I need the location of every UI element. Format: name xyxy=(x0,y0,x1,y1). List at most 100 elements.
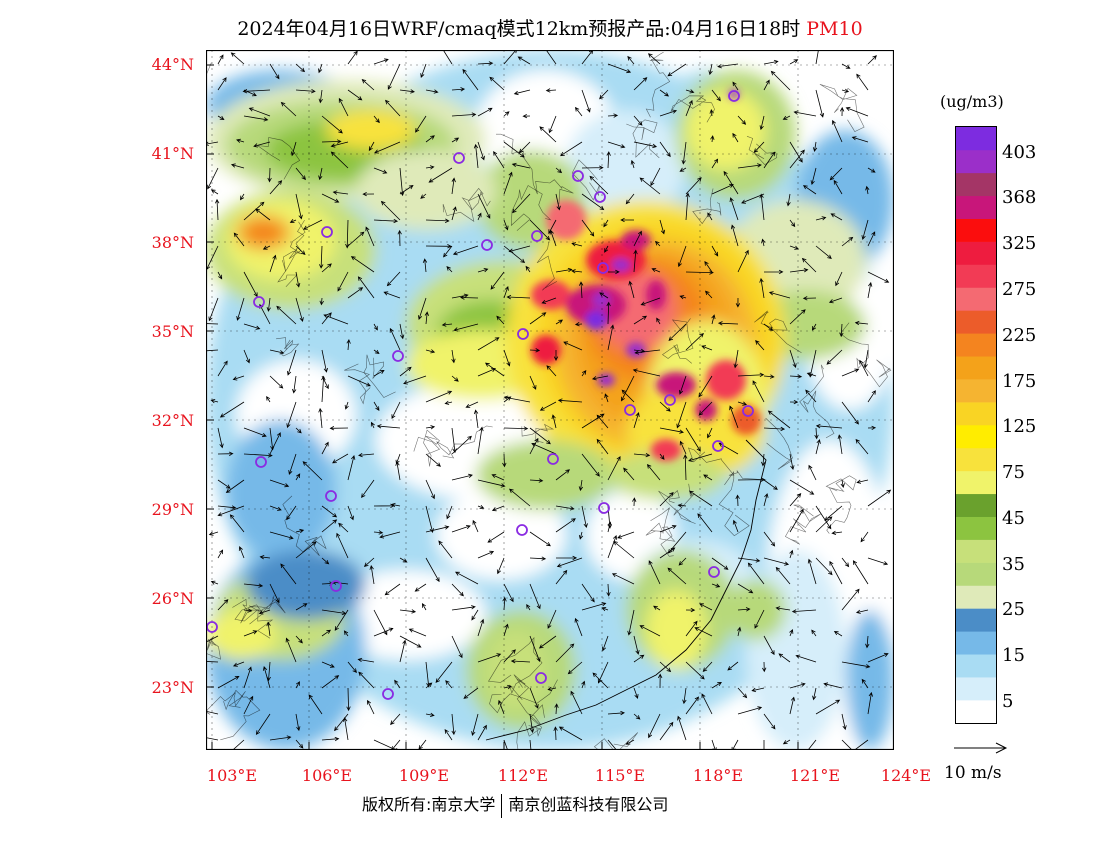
wind-arrow xyxy=(373,627,394,637)
wind-arrow xyxy=(510,659,531,664)
wind-arrow xyxy=(592,672,609,689)
wind-arrow xyxy=(775,566,791,585)
wind-arrow xyxy=(688,490,713,507)
wind-arrow xyxy=(358,452,375,458)
wind-arrow xyxy=(763,374,775,379)
wind-arrow xyxy=(717,63,739,69)
wind-arrow xyxy=(230,739,245,750)
wind-arrow xyxy=(330,141,349,148)
wind-arrow xyxy=(833,179,843,195)
wind-arrow xyxy=(574,322,583,327)
wind-arrow xyxy=(399,609,417,614)
wind-arrow xyxy=(531,442,557,455)
wind-arrow xyxy=(789,59,799,65)
wind-arrow xyxy=(453,323,479,332)
wind-arrow xyxy=(302,461,323,481)
wind-arrow xyxy=(321,193,340,203)
wind-arrow xyxy=(581,583,595,603)
wind-arrow xyxy=(502,453,507,468)
title-text: 2024年04月16日WRF/cmaq模式12km预报产品:04月16日18时 xyxy=(237,18,801,40)
lon-label-112: 112°E xyxy=(497,766,549,785)
wind-arrow xyxy=(387,63,401,90)
wind-arrow xyxy=(763,59,779,65)
wind-arrow xyxy=(438,540,453,559)
wind-arrow xyxy=(295,245,306,256)
wind-arrow xyxy=(295,603,308,611)
wind-arrow xyxy=(555,193,561,211)
lat-label-23: 23°N xyxy=(151,678,194,697)
wind-arrow xyxy=(789,141,803,163)
wind-arrow xyxy=(752,380,765,403)
hotspot xyxy=(651,439,681,461)
legend-swatch xyxy=(956,195,996,219)
wind-arrow xyxy=(815,89,825,118)
province-border xyxy=(718,470,750,537)
wind-arrow xyxy=(727,661,739,671)
wind-arrow xyxy=(547,686,557,692)
wind-arrow xyxy=(775,606,791,611)
wind-arrow xyxy=(512,193,531,214)
wind-arrow xyxy=(807,558,817,585)
wind-arrow xyxy=(853,739,869,750)
wind-arrow xyxy=(754,609,765,629)
concentration-patch xyxy=(356,150,496,230)
wind-arrow xyxy=(403,375,427,385)
wind-arrow xyxy=(678,557,687,566)
wind-arrow xyxy=(376,424,401,429)
wind-arrow xyxy=(753,141,765,153)
wind-arrow xyxy=(425,661,431,688)
wind-arrow xyxy=(477,141,485,161)
pm10-forecast-map xyxy=(206,50,894,750)
province-border xyxy=(754,310,802,354)
province-border xyxy=(206,636,221,660)
wind-arrow xyxy=(420,193,427,199)
wind-arrow xyxy=(425,525,450,533)
wind-arrow xyxy=(617,531,635,539)
wind-arrow xyxy=(578,531,584,540)
wind-arrow xyxy=(286,401,297,429)
wind-arrow xyxy=(503,349,511,367)
wind-arrow xyxy=(654,240,661,247)
wind-arrow xyxy=(373,530,384,535)
wind-arrow xyxy=(789,479,815,495)
wind-arrow xyxy=(477,504,485,509)
wind-arrow xyxy=(685,620,698,637)
city-marker xyxy=(712,440,724,452)
wind-arrow xyxy=(321,312,332,325)
wind-arrow xyxy=(489,76,505,91)
lat-label-26: 26°N xyxy=(151,589,194,608)
wind-arrow xyxy=(679,295,687,300)
wind-arrow xyxy=(424,311,429,325)
wind-arrow xyxy=(639,177,661,195)
province-border xyxy=(692,188,722,225)
wind-arrow xyxy=(632,368,661,377)
wind-arrow xyxy=(711,158,719,169)
wind-arrow xyxy=(841,63,851,69)
wind-arrow xyxy=(513,89,531,96)
wind-arrow xyxy=(815,245,832,259)
wind-arrow xyxy=(604,245,609,253)
wind-arrow xyxy=(763,493,769,507)
province-border xyxy=(516,704,545,750)
wind-arrow xyxy=(230,163,245,169)
wind-arrow xyxy=(648,713,661,739)
wind-arrow xyxy=(737,115,747,125)
wind-arrow xyxy=(867,55,877,65)
wind-arrow xyxy=(503,245,526,264)
wind-arrow xyxy=(280,563,297,585)
wind-arrow xyxy=(855,609,869,614)
wind-arrow xyxy=(633,230,642,247)
wind-arrow xyxy=(702,661,713,673)
province-border xyxy=(765,417,793,470)
wind-arrow xyxy=(389,327,401,351)
wind-arrow xyxy=(477,107,493,117)
legend-swatch xyxy=(956,310,996,334)
wind-arrow xyxy=(529,348,541,353)
legend-swatch xyxy=(956,539,996,563)
concentration-field xyxy=(206,50,894,750)
wind-arrow xyxy=(789,309,806,325)
wind-arrow xyxy=(707,212,713,221)
wind-arrow xyxy=(730,224,739,247)
wind-arrow xyxy=(607,269,620,275)
legend-swatch xyxy=(956,493,996,517)
